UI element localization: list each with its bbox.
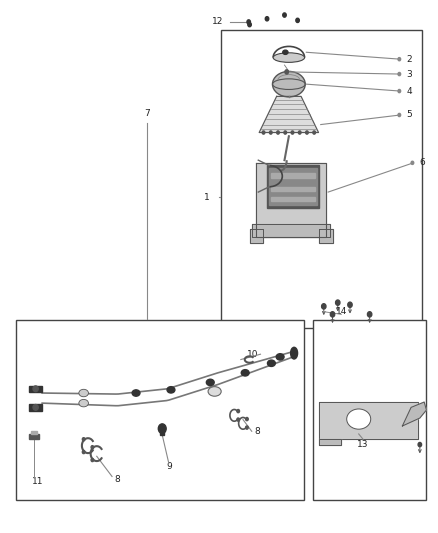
Circle shape bbox=[298, 131, 301, 134]
Bar bbox=[221, 30, 422, 328]
Ellipse shape bbox=[33, 405, 38, 410]
Text: 5: 5 bbox=[407, 110, 413, 119]
Circle shape bbox=[291, 131, 294, 134]
Text: 2: 2 bbox=[407, 55, 412, 63]
Circle shape bbox=[285, 70, 288, 74]
Polygon shape bbox=[29, 404, 42, 410]
Circle shape bbox=[348, 302, 352, 308]
Polygon shape bbox=[319, 402, 418, 439]
Polygon shape bbox=[272, 187, 315, 191]
Circle shape bbox=[277, 131, 279, 134]
Circle shape bbox=[269, 131, 272, 134]
Circle shape bbox=[91, 458, 94, 462]
Ellipse shape bbox=[283, 50, 288, 54]
Polygon shape bbox=[160, 430, 164, 435]
Circle shape bbox=[82, 438, 85, 441]
Ellipse shape bbox=[276, 354, 284, 360]
Ellipse shape bbox=[347, 409, 371, 429]
Circle shape bbox=[246, 417, 248, 421]
Polygon shape bbox=[252, 224, 330, 237]
Circle shape bbox=[237, 418, 240, 421]
Ellipse shape bbox=[206, 379, 214, 385]
Polygon shape bbox=[403, 402, 426, 426]
Text: 8: 8 bbox=[114, 475, 120, 483]
Circle shape bbox=[91, 446, 94, 449]
Circle shape bbox=[398, 114, 401, 117]
Text: 9: 9 bbox=[166, 463, 172, 471]
Polygon shape bbox=[272, 197, 315, 201]
Polygon shape bbox=[319, 229, 332, 243]
Circle shape bbox=[265, 17, 269, 21]
Circle shape bbox=[262, 131, 265, 134]
Polygon shape bbox=[29, 434, 39, 439]
Circle shape bbox=[246, 426, 248, 429]
Circle shape bbox=[398, 72, 401, 76]
Polygon shape bbox=[272, 173, 315, 177]
Polygon shape bbox=[259, 96, 318, 133]
Ellipse shape bbox=[241, 369, 249, 376]
Circle shape bbox=[398, 90, 401, 93]
Circle shape bbox=[283, 13, 286, 17]
Text: 14: 14 bbox=[336, 307, 347, 316]
Text: 4: 4 bbox=[407, 86, 412, 95]
Ellipse shape bbox=[208, 386, 221, 396]
Ellipse shape bbox=[33, 386, 38, 392]
Polygon shape bbox=[250, 229, 263, 243]
Text: 10: 10 bbox=[247, 350, 258, 359]
Text: 6: 6 bbox=[420, 158, 426, 167]
Circle shape bbox=[330, 312, 335, 317]
Circle shape bbox=[398, 58, 401, 61]
Ellipse shape bbox=[132, 390, 140, 396]
Ellipse shape bbox=[272, 71, 305, 97]
Polygon shape bbox=[29, 385, 42, 392]
Text: 1: 1 bbox=[204, 193, 209, 202]
Text: 13: 13 bbox=[357, 440, 369, 449]
Ellipse shape bbox=[290, 348, 297, 359]
Text: 12: 12 bbox=[212, 18, 223, 27]
Bar bbox=[16, 320, 304, 500]
Ellipse shape bbox=[79, 399, 88, 407]
Ellipse shape bbox=[158, 424, 166, 433]
Circle shape bbox=[296, 18, 299, 22]
Circle shape bbox=[321, 304, 326, 309]
Circle shape bbox=[247, 20, 251, 24]
Ellipse shape bbox=[273, 53, 304, 62]
Circle shape bbox=[367, 312, 372, 317]
Text: 7: 7 bbox=[144, 109, 150, 118]
Circle shape bbox=[313, 131, 315, 134]
Polygon shape bbox=[267, 165, 319, 208]
Ellipse shape bbox=[268, 360, 276, 367]
Circle shape bbox=[237, 409, 240, 413]
Text: 3: 3 bbox=[407, 70, 413, 78]
Ellipse shape bbox=[167, 386, 175, 393]
Circle shape bbox=[418, 442, 422, 447]
Text: 8: 8 bbox=[254, 427, 260, 436]
Polygon shape bbox=[31, 431, 37, 434]
Polygon shape bbox=[319, 439, 341, 445]
Polygon shape bbox=[256, 163, 326, 237]
Circle shape bbox=[336, 300, 340, 305]
Text: 11: 11 bbox=[32, 478, 43, 486]
Ellipse shape bbox=[79, 389, 88, 397]
Polygon shape bbox=[269, 168, 317, 205]
Bar bbox=[313, 320, 426, 500]
Circle shape bbox=[306, 131, 308, 134]
Circle shape bbox=[284, 131, 286, 134]
Circle shape bbox=[411, 161, 414, 165]
Circle shape bbox=[248, 22, 251, 27]
Circle shape bbox=[82, 450, 85, 454]
